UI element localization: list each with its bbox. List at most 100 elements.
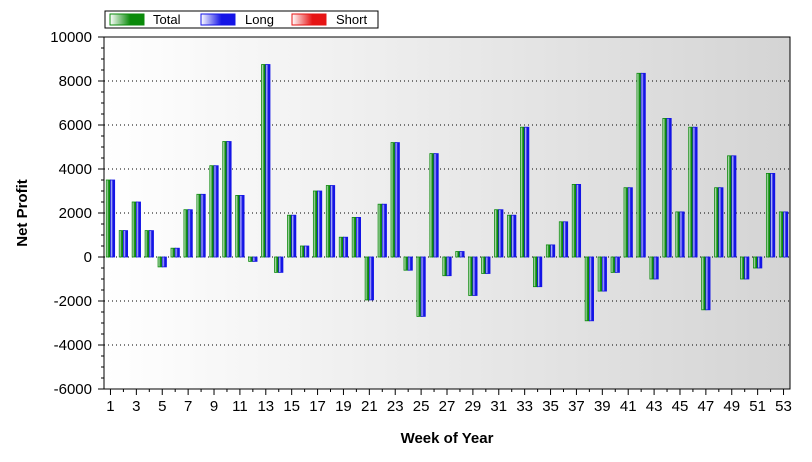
bar-long [653, 256, 659, 280]
bar-long [110, 179, 116, 258]
x-tick-label: 39 [594, 398, 611, 415]
bar-total [390, 142, 396, 258]
bar-total [778, 211, 784, 258]
bar-total [364, 256, 370, 301]
bar-long [679, 211, 685, 258]
bar-long [252, 256, 258, 262]
bar-total [429, 153, 435, 258]
bar-total [649, 256, 655, 280]
bar-total [196, 193, 202, 258]
bar-long [407, 256, 413, 271]
bar-long [718, 187, 724, 258]
bar-total [597, 256, 603, 292]
bar-total [455, 251, 461, 258]
bar-long [498, 209, 504, 258]
bar-long [123, 230, 129, 258]
x-tick-label: 7 [184, 398, 192, 415]
y-tick-label: 0 [84, 249, 92, 266]
bar-long [226, 141, 232, 258]
bar-long [770, 172, 776, 258]
bar-long [420, 256, 426, 317]
bar-total [753, 256, 759, 269]
y-tick-label: 10000 [50, 29, 92, 46]
bar-total [105, 179, 111, 258]
bar-total [468, 256, 474, 296]
bar-total [636, 72, 642, 258]
x-tick-label: 53 [775, 398, 792, 415]
bar-total [533, 256, 539, 288]
bar-total [209, 165, 215, 258]
bar-long [563, 221, 569, 258]
bar-total [623, 187, 629, 258]
x-tick-label: 31 [490, 398, 507, 415]
x-tick-label: 13 [257, 398, 274, 415]
bar-total [584, 256, 590, 322]
bar-long [601, 256, 607, 292]
x-tick-label: 17 [309, 398, 326, 415]
bar-long [304, 245, 310, 258]
bar-total [675, 211, 681, 258]
bar-total [144, 230, 150, 258]
bar-total [312, 190, 318, 258]
bar-long [640, 72, 646, 258]
x-tick-label: 25 [413, 398, 430, 415]
x-tick-label: 37 [568, 398, 585, 415]
bar-long [550, 244, 556, 258]
bar-long [330, 185, 336, 258]
x-tick-label: 35 [542, 398, 559, 415]
x-axis-title: Week of Year [401, 430, 494, 447]
bar-long [511, 214, 517, 258]
bar-long [757, 256, 763, 269]
bar-long [666, 118, 672, 258]
bar-long [459, 251, 465, 258]
bar-long [576, 183, 582, 258]
bar-long [187, 209, 193, 258]
legend-swatch-short [291, 13, 327, 26]
bar-total [287, 214, 293, 258]
bar-long [174, 247, 180, 258]
bar-total [235, 194, 241, 258]
x-tick-label: 19 [335, 398, 352, 415]
bar-long [381, 203, 387, 258]
x-tick-label: 5 [158, 398, 166, 415]
x-tick-label: 47 [698, 398, 715, 415]
bar-long [731, 155, 737, 258]
x-tick-label: 21 [361, 398, 378, 415]
bar-long [368, 256, 374, 301]
bar-total [571, 183, 577, 258]
bar-total [442, 256, 448, 277]
x-tick-label: 3 [132, 398, 140, 415]
bar-total [481, 256, 487, 274]
bar-total [351, 216, 357, 258]
bar-long [446, 256, 452, 277]
bar-long [265, 64, 271, 258]
bar-total [740, 256, 746, 280]
bar-total [300, 245, 306, 258]
bar-total [248, 256, 254, 262]
bar-long [135, 201, 141, 258]
bar-total [520, 126, 526, 258]
bar-total [183, 209, 189, 258]
bar-long [213, 165, 219, 258]
x-tick-label: 11 [232, 398, 248, 415]
bar-total [274, 256, 280, 273]
bar-long [783, 211, 789, 258]
bar-long [588, 256, 594, 322]
bar-total [714, 187, 720, 258]
x-tick-label: 15 [283, 398, 300, 415]
bar-total [688, 126, 694, 258]
bar-total [558, 221, 564, 258]
x-tick-label: 41 [620, 398, 637, 415]
bar-total [377, 203, 383, 258]
legend-swatch-total [109, 13, 145, 26]
bar-total [416, 256, 422, 317]
bar-total [170, 247, 176, 258]
bar-long [355, 216, 361, 258]
bar-total [701, 256, 707, 311]
y-tick-label: -2000 [54, 293, 92, 310]
bar-long [614, 256, 620, 273]
y-tick-label: 2000 [59, 205, 92, 222]
bar-total [545, 244, 551, 258]
bar-long [394, 142, 400, 258]
y-tick-label: -6000 [54, 381, 92, 398]
